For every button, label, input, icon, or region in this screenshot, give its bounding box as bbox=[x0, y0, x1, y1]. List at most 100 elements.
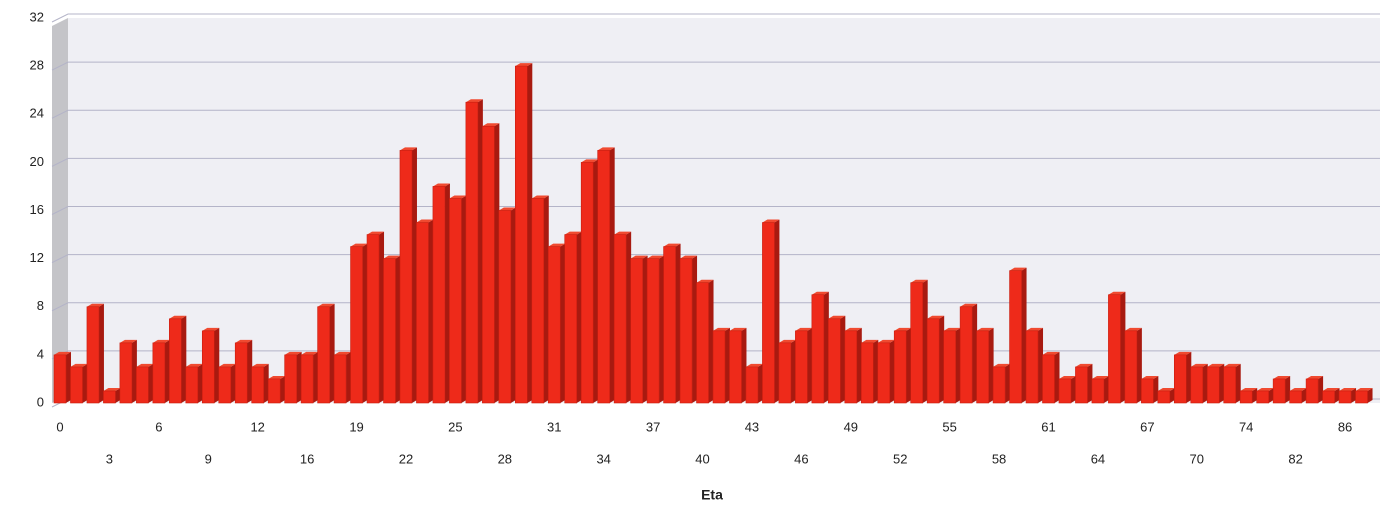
y-tick-label: 8 bbox=[37, 298, 44, 313]
bar-side bbox=[181, 315, 187, 403]
bar-side bbox=[790, 339, 796, 403]
bar-top bbox=[334, 351, 352, 355]
bar-side bbox=[856, 327, 862, 403]
bar-side bbox=[939, 315, 945, 403]
bar-side bbox=[197, 363, 203, 403]
bar bbox=[267, 378, 281, 404]
x-tick-label: 82 bbox=[1288, 451, 1302, 466]
bar bbox=[1025, 330, 1039, 404]
bar-side bbox=[1285, 375, 1291, 403]
bar-top bbox=[1322, 387, 1340, 391]
bar bbox=[1075, 366, 1088, 404]
bar-side bbox=[1235, 363, 1241, 403]
bar bbox=[1305, 378, 1319, 404]
bar-top bbox=[1091, 375, 1109, 379]
x-tick-label: 58 bbox=[992, 451, 1006, 466]
bar-top bbox=[647, 255, 665, 259]
bar bbox=[1174, 354, 1187, 404]
bar-side bbox=[757, 363, 763, 403]
bar-top bbox=[1075, 363, 1093, 367]
x-tick-label: 46 bbox=[794, 451, 808, 466]
bar bbox=[317, 306, 330, 404]
x-tick-label: 3 bbox=[106, 451, 113, 466]
bar-side bbox=[807, 327, 813, 403]
bar-top bbox=[1256, 387, 1274, 391]
bar-side bbox=[1318, 375, 1324, 403]
bar-side bbox=[296, 351, 302, 403]
x-tick-label: 25 bbox=[448, 419, 462, 434]
bar bbox=[70, 366, 83, 404]
bar-side bbox=[1120, 291, 1126, 403]
bar-side bbox=[1070, 375, 1076, 403]
x-tick-label: 16 bbox=[300, 451, 314, 466]
bar-top bbox=[185, 363, 203, 367]
bar bbox=[1272, 378, 1286, 404]
bar bbox=[580, 162, 594, 404]
y-tick-label: 16 bbox=[30, 202, 44, 217]
bar-top bbox=[136, 363, 154, 367]
bar-side bbox=[411, 147, 417, 403]
bar-side bbox=[1219, 363, 1225, 403]
bar-top bbox=[663, 243, 681, 247]
x-tick-label: 37 bbox=[646, 419, 660, 434]
bar bbox=[729, 330, 742, 404]
bar-top bbox=[811, 291, 829, 295]
bar-top bbox=[367, 231, 385, 235]
bar-top bbox=[1355, 387, 1373, 391]
bar bbox=[482, 125, 495, 404]
bar bbox=[1322, 390, 1335, 404]
bar-top bbox=[251, 363, 269, 367]
bar-top bbox=[745, 363, 763, 367]
bar bbox=[218, 366, 232, 404]
bar-top bbox=[976, 327, 994, 331]
y-tick-label: 0 bbox=[37, 394, 44, 409]
bar-top bbox=[943, 327, 961, 331]
bar-top bbox=[778, 339, 796, 343]
bar-side bbox=[494, 123, 500, 403]
bar bbox=[696, 282, 709, 404]
bar bbox=[1239, 390, 1253, 404]
bar-top bbox=[581, 159, 599, 163]
bar-side bbox=[1268, 387, 1274, 403]
bar-side bbox=[98, 303, 104, 403]
bar-side bbox=[1136, 327, 1142, 403]
bar bbox=[663, 246, 676, 404]
bar-side bbox=[263, 363, 269, 403]
x-tick-label: 52 bbox=[893, 451, 907, 466]
bar-top bbox=[284, 351, 302, 355]
bar-side bbox=[889, 339, 895, 403]
y-tick-label: 24 bbox=[30, 106, 44, 121]
bar bbox=[416, 222, 429, 404]
bar-side bbox=[560, 243, 566, 403]
bar-side bbox=[988, 327, 994, 403]
bar-side bbox=[66, 351, 71, 403]
x-tick-label: 12 bbox=[250, 419, 264, 434]
bar-top bbox=[1223, 363, 1241, 367]
bar-top bbox=[927, 315, 945, 319]
bar-side bbox=[1153, 375, 1159, 403]
bar-side bbox=[543, 195, 549, 403]
y-tick-label: 20 bbox=[30, 154, 44, 169]
bar bbox=[844, 330, 858, 404]
bar bbox=[860, 342, 874, 404]
y-tick-label: 28 bbox=[30, 58, 44, 73]
bar bbox=[811, 294, 825, 404]
bar-side bbox=[840, 315, 846, 403]
x-tick-label: 64 bbox=[1091, 451, 1105, 466]
bar-top bbox=[1306, 375, 1324, 379]
bar-top bbox=[548, 243, 566, 247]
bar-side bbox=[1351, 387, 1357, 403]
bar-top bbox=[1042, 351, 1060, 355]
bar-top bbox=[1174, 351, 1192, 355]
bar-side bbox=[230, 363, 236, 403]
x-tick-label: 67 bbox=[1140, 419, 1154, 434]
bar bbox=[251, 366, 264, 404]
bar bbox=[943, 330, 956, 404]
bar bbox=[597, 150, 610, 404]
x-axis-label: Eta bbox=[701, 487, 723, 503]
bar bbox=[1289, 390, 1302, 404]
grid-line bbox=[51, 13, 1380, 23]
bar bbox=[399, 150, 413, 404]
bar-top bbox=[531, 195, 549, 199]
bar bbox=[366, 234, 380, 404]
